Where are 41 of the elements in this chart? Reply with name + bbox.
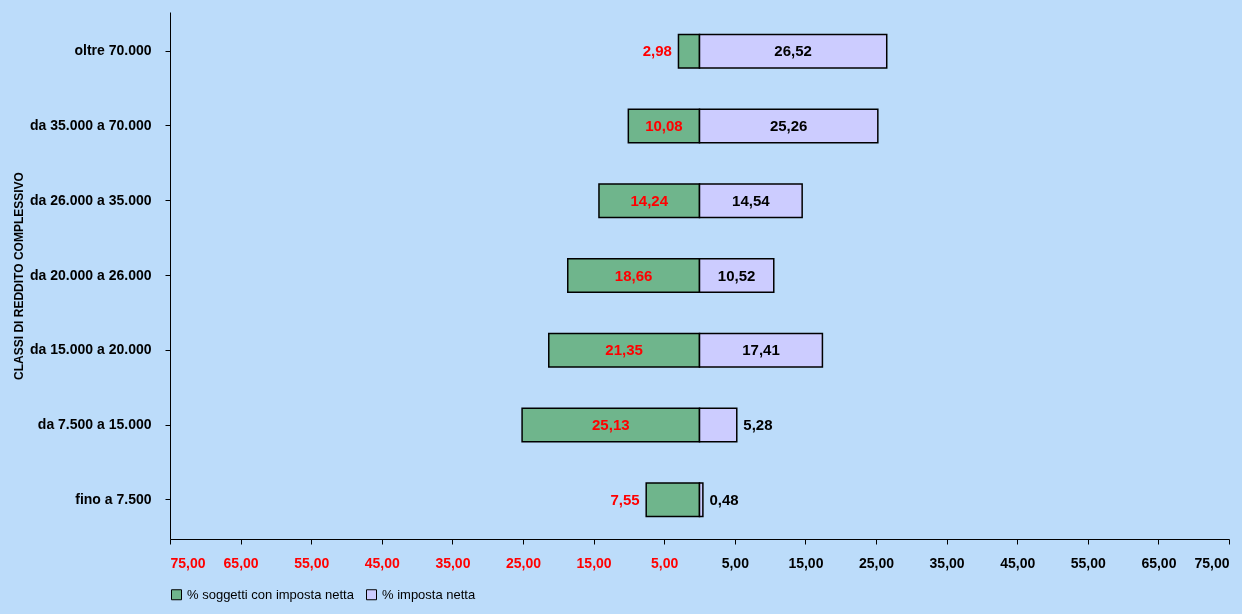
x-tick-label: 75,00 xyxy=(170,554,206,571)
x-tick-label: 65,00 xyxy=(223,554,259,571)
x-tick-label: 65,00 xyxy=(1141,554,1177,571)
data-label: 2,98 xyxy=(642,42,672,60)
y-tick-label: da 35.000 a 70.000 xyxy=(30,117,152,133)
legend-label: % imposta netta xyxy=(382,586,476,602)
data-label: 25,26 xyxy=(769,117,808,134)
x-tick-label: 75,00 xyxy=(1194,554,1230,571)
data-label: 18,66 xyxy=(614,266,653,284)
y-tick-label: da 20.000 a 26.000 xyxy=(30,266,152,283)
data-label: 14,24 xyxy=(630,191,669,209)
data-label: 25,13 xyxy=(592,416,630,433)
data-label: 26,52 xyxy=(774,42,812,60)
x-tick-label: 35,00 xyxy=(435,554,471,571)
x-tick-label: 25,00 xyxy=(858,554,895,571)
y-axis-title: CLASSI DI REDDITO COMPLESSIVO xyxy=(12,172,27,380)
x-tick-label: 55,00 xyxy=(1070,554,1107,571)
data-label: 10,52 xyxy=(717,266,756,284)
x-tick-label: 45,00 xyxy=(1000,554,1036,571)
x-tick-label: 15,00 xyxy=(788,554,824,571)
data-label: 14,54 xyxy=(732,191,771,209)
y-tick-label: fino a 7.500 xyxy=(75,490,152,507)
x-tick-label: 25,00 xyxy=(505,554,542,571)
x-tick-label: 5,00 xyxy=(651,554,679,571)
y-tick-label: da 15.000 a 20.000 xyxy=(30,341,152,358)
x-tick-label: 45,00 xyxy=(364,554,401,571)
data-label: 10,08 xyxy=(645,117,683,134)
y-tick-label: da 7.500 a 15.000 xyxy=(37,416,152,432)
data-label: 5,28 xyxy=(743,416,773,433)
x-tick-label: 5,00 xyxy=(721,554,750,571)
x-tick-label: 35,00 xyxy=(929,554,965,571)
data-label: 21,35 xyxy=(605,341,643,359)
data-label: 17,41 xyxy=(742,341,780,359)
data-label: 0,48 xyxy=(709,490,739,508)
bar xyxy=(645,482,701,518)
y-tick-label: oltre 70.000 xyxy=(74,42,152,59)
legend-label: % soggetti con imposta netta xyxy=(187,586,355,602)
x-tick-label: 55,00 xyxy=(294,554,330,571)
x-tick-label: 15,00 xyxy=(576,554,612,571)
y-tick-label: da 26.000 a 35.000 xyxy=(30,191,152,208)
data-label: 7,55 xyxy=(610,490,640,508)
